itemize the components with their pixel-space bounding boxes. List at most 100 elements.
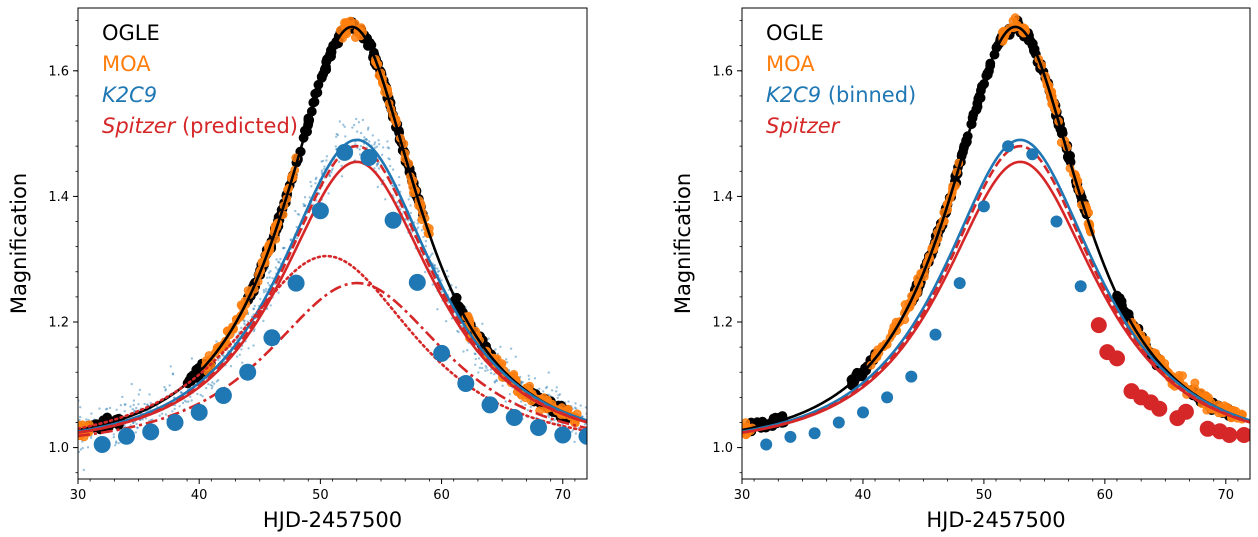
k2c9-raw-point (259, 297, 262, 301)
k2c9-raw-point (229, 365, 233, 368)
k2c9-raw-point (262, 319, 265, 323)
k2c9-raw-point (493, 373, 496, 376)
k2c9-raw-point (570, 430, 573, 433)
k2c9-raw-point (199, 393, 202, 397)
k2c9-raw-point (138, 388, 142, 392)
x-tick-label: 60 (1097, 488, 1114, 503)
k2c9-binned-point (881, 391, 894, 404)
k2c9-raw-point (444, 320, 448, 323)
k2c9-raw-point (295, 225, 298, 229)
k2c9-raw-point (160, 412, 164, 415)
k2c9-raw-point (164, 413, 168, 416)
k2c9-raw-point (489, 368, 492, 371)
spitzer-binned-point (1109, 350, 1125, 367)
k2c9-raw-point (282, 246, 285, 250)
k2c9-raw-point (504, 400, 507, 403)
k2c9-binned-point (1002, 140, 1015, 153)
k2c9-raw-point (155, 405, 159, 408)
k2c9-raw-point (132, 403, 135, 407)
k2c9-raw-point (137, 393, 140, 396)
k2c9-raw-point (240, 348, 243, 351)
k2c9-raw-point (262, 291, 266, 294)
k2c9-binned-point (808, 427, 821, 440)
k2c9-raw-point (336, 133, 340, 137)
k2c9-binned-point (336, 143, 354, 161)
k2c9-binned-point (1026, 148, 1039, 161)
k2c9-raw-point (335, 132, 338, 136)
k2c9-raw-point (136, 426, 139, 429)
k2c9-raw-point (124, 403, 127, 406)
k2c9-raw-point (78, 418, 81, 422)
y-axis-label: Magnification (7, 173, 31, 314)
k2c9-raw-point (477, 371, 480, 374)
k2c9-binned-point (857, 406, 869, 419)
k2c9-raw-point (533, 377, 537, 380)
k2c9-raw-point (298, 213, 301, 216)
legend: OGLE MOA K2C9 (binned) Spitzer (766, 21, 916, 138)
x-axis: 30 40 50 60 70 HJD-2457500 (734, 479, 1239, 532)
k2c9-raw-point (387, 157, 390, 160)
k2c9-raw-point (389, 164, 392, 168)
k2c9-binned-point (93, 436, 111, 453)
k2c9-raw-point (215, 340, 218, 343)
spitzer-binned-point (1199, 420, 1216, 437)
k2c9-raw-point (238, 353, 241, 356)
k2c9-raw-point (416, 222, 419, 225)
k2c9-raw-point (213, 382, 216, 385)
k2c9-raw-point (141, 418, 144, 421)
k2c9-raw-point (328, 174, 331, 178)
k2c9-raw-point (544, 386, 548, 390)
k2c9-raw-point (334, 145, 337, 148)
k2c9-raw-point (115, 440, 118, 443)
k2c9-binned-point (784, 430, 797, 443)
k2c9-raw-point (574, 402, 577, 405)
k2c9-raw-point (164, 389, 167, 392)
legend-entry: K2C9 (102, 83, 157, 107)
k2c9-raw-point (137, 403, 140, 406)
k2c9-binned-point (905, 370, 918, 383)
k2c9-raw-point (495, 379, 498, 383)
k2c9-raw-point (252, 344, 255, 347)
k2c9-raw-point (484, 369, 487, 372)
k2c9-raw-point (81, 446, 85, 450)
k2c9-raw-point (189, 395, 192, 398)
k2c9-raw-point (114, 444, 117, 447)
k2c9-raw-point (98, 407, 101, 410)
k2c9-raw-point (123, 410, 126, 413)
k2c9-raw-point (275, 258, 278, 261)
k2c9-raw-point (325, 155, 329, 158)
k2c9-raw-point (454, 286, 458, 289)
k2c9-raw-point (474, 352, 477, 356)
k2c9-raw-point (133, 409, 136, 412)
k2c9-raw-point (561, 423, 564, 426)
y-tick-label: 1.0 (48, 441, 69, 456)
k2c9-raw-point (397, 175, 401, 179)
k2c9-raw-point (294, 209, 297, 213)
k2c9-raw-point (424, 270, 427, 274)
k2c9-raw-point (436, 308, 439, 311)
k2c9-raw-point (340, 164, 343, 167)
k2c9-raw-point (274, 266, 278, 269)
k2c9-raw-point (320, 171, 324, 174)
legend-entry: MOA (766, 52, 815, 76)
k2c9-raw-point (340, 175, 344, 178)
k2c9-raw-point (114, 441, 118, 445)
x-tick-label: 30 (70, 488, 87, 503)
k2c9-raw-point (424, 239, 428, 243)
k2c9-raw-point (367, 126, 370, 129)
k2c9-raw-point (485, 366, 488, 369)
k2c9-raw-point (436, 270, 440, 273)
k2c9-raw-point (183, 399, 187, 402)
k2c9-raw-point (547, 371, 550, 374)
legend-rest-part: (binned) (821, 83, 916, 107)
moa-point (1010, 13, 1020, 23)
k2c9-raw-point (132, 421, 135, 425)
k2c9-raw-point (105, 407, 109, 410)
k2c9-raw-point (555, 390, 558, 393)
k2c9-raw-point (264, 290, 268, 293)
k2c9-raw-point (371, 134, 374, 137)
k2c9-raw-point (456, 329, 459, 333)
k2c9-raw-point (89, 436, 93, 439)
k2c9-raw-point (520, 381, 523, 384)
